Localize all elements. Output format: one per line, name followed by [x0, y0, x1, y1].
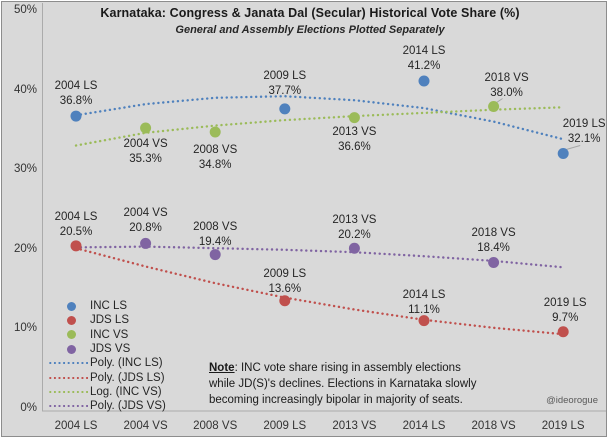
legend-dot-icon [48, 343, 88, 355]
trendline-log-inc-vs- [74, 106, 565, 147]
legend-dotted-line-icon [48, 400, 88, 412]
legend-item-log-inc-vs-: Log. (INC VS) [48, 385, 166, 399]
data-label-inc-vs-2018-vs: 2018 VS 38.0% [484, 71, 529, 99]
data-label-inc-ls-2019-ls: 2019 LS 32.1% [562, 118, 606, 146]
legend-item-jds-vs: JDS VS [48, 342, 166, 356]
legend-dot-icon [48, 314, 88, 326]
y-tick-20: 20% [13, 242, 37, 255]
legend-dotted-line-icon [48, 357, 88, 369]
legend-item-jds-ls: JDS LS [48, 313, 166, 327]
legend-label: JDS VS [90, 343, 131, 356]
leader-line-inc-ls-2019-ls [566, 145, 581, 150]
data-label-jds-vs-2008-vs: 2008 VS 19.4% [193, 220, 238, 248]
data-label-jds-vs-2013-vs: 2013 VS 20.2% [332, 214, 377, 242]
data-label-inc-ls-2014-ls: 2014 LS 41.2% [402, 45, 446, 73]
legend-label: INC VS [90, 328, 129, 341]
y-tick-30: 30% [13, 163, 37, 176]
data-point-jds-vs-2008-vs [209, 249, 221, 261]
data-point-jds-ls-2019-ls [557, 326, 569, 338]
x-tick-2019-ls: 2019 LS [541, 420, 585, 432]
data-label-inc-ls-2009-ls: 2009 LS 37.7% [263, 69, 307, 97]
legend-label: JDS LS [90, 314, 129, 327]
legend-label: Poly. (JDS LS) [90, 371, 165, 384]
data-point-inc-vs-2008-vs [209, 126, 221, 138]
data-point-inc-ls-2004-ls [70, 110, 82, 122]
chart-background [1, 1, 607, 437]
x-tick-2013-vs: 2013 VS [332, 420, 377, 432]
data-label-inc-ls-2004-ls: 2004 LS 36.8% [54, 80, 98, 108]
legend-label: Log. (INC VS) [90, 385, 162, 398]
data-point-jds-ls-2014-ls [418, 315, 430, 327]
legend-item-poly-inc-ls-: Poly. (INC LS) [48, 356, 166, 370]
chart-subtitle: General and Assembly Elections Plotted S… [175, 24, 445, 36]
legend-dotted-line-icon [48, 386, 88, 398]
note-line-3: becoming increasingly bipolar in majorit… [209, 394, 463, 406]
data-point-inc-ls-2019-ls [557, 147, 569, 159]
data-label-inc-vs-2008-vs: 2008 VS 34.8% [193, 143, 238, 171]
legend-dot-icon [48, 300, 88, 312]
legend-item-inc-vs: INC VS [48, 328, 166, 342]
x-tick-2018-vs: 2018 VS [471, 420, 516, 432]
note-text-1: : INC vote share rising in assembly elec… [234, 362, 461, 374]
data-label-jds-vs-2004-vs: 2004 VS 20.8% [123, 207, 168, 235]
data-point-inc-vs-2004-vs [140, 122, 152, 134]
y-tick-40: 40% [13, 83, 37, 96]
data-point-jds-vs-2013-vs [348, 242, 360, 254]
x-tick-2004-ls: 2004 LS [54, 420, 98, 432]
x-tick-2004-vs: 2004 VS [123, 420, 168, 432]
leader-line-inc-vs-2018-vs [496, 98, 503, 103]
note-line-1: Note: INC vote share rising in assembly … [209, 360, 509, 376]
watermark: @ideorogue [546, 395, 598, 406]
trendline-poly-inc-ls- [74, 94, 565, 141]
note-box: Note: INC vote share rising in assembly … [209, 360, 509, 408]
legend-dotted-line-icon [48, 372, 88, 384]
data-label-jds-ls-2019-ls: 2019 LS 9.7% [543, 296, 587, 324]
trendline-poly-jds-vs- [74, 245, 565, 269]
legend: INC LS JDS LS INC VS JDS VS Poly. (INC LS) Po… [48, 299, 166, 413]
data-label-jds-ls-2004-ls: 2004 LS 20.5% [54, 210, 98, 238]
legend-item-poly-jds-ls-: Poly. (JDS LS) [48, 370, 166, 384]
data-point-inc-ls-2009-ls [279, 103, 291, 115]
y-tick-50: 50% [13, 4, 37, 16]
data-label-jds-vs-2018-vs: 2018 VS 18.4% [471, 226, 516, 254]
trendline-poly-jds-ls- [74, 246, 565, 336]
legend-dot-icon [48, 329, 88, 341]
legend-item-poly-jds-vs-: Poly. (JDS VS) [48, 399, 166, 413]
x-tick-2009-ls: 2009 LS [263, 420, 307, 432]
data-point-inc-ls-2014-ls [418, 75, 430, 87]
legend-label: Poly. (INC LS) [90, 357, 163, 370]
x-tick-2008-vs: 2008 VS [193, 420, 238, 432]
data-point-jds-ls-2009-ls [279, 295, 291, 307]
note-label: Note [209, 362, 235, 374]
data-label-inc-vs-2004-vs: 2004 VS 35.3% [123, 138, 168, 165]
data-label-jds-ls-2009-ls: 2009 LS 13.6% [263, 267, 307, 295]
data-label-inc-vs-2013-vs: 2013 VS 36.6% [332, 125, 377, 153]
legend-item-inc-ls: INC LS [48, 299, 166, 313]
y-tick-10: 10% [13, 322, 37, 335]
data-point-inc-vs-2013-vs [348, 112, 360, 124]
x-tick-2014-ls: 2014 LS [402, 420, 446, 432]
data-point-inc-vs-2018-vs [488, 101, 500, 113]
y-tick-0: 0% [20, 402, 37, 414]
chart-title: Karnataka: Congress & Janata Dal (Secula… [100, 6, 520, 20]
legend-label: Poly. (JDS VS) [90, 400, 166, 413]
note-line-2: while JD(S)'s declines. Elections in Kar… [209, 378, 477, 390]
data-point-jds-vs-2018-vs [488, 257, 500, 269]
legend-label: INC LS [90, 300, 128, 313]
data-label-jds-ls-2014-ls: 2014 LS 11.1% [402, 288, 446, 316]
data-point-jds-vs-2004-vs [140, 237, 152, 249]
data-point-jds-ls-2004-ls [70, 240, 82, 252]
